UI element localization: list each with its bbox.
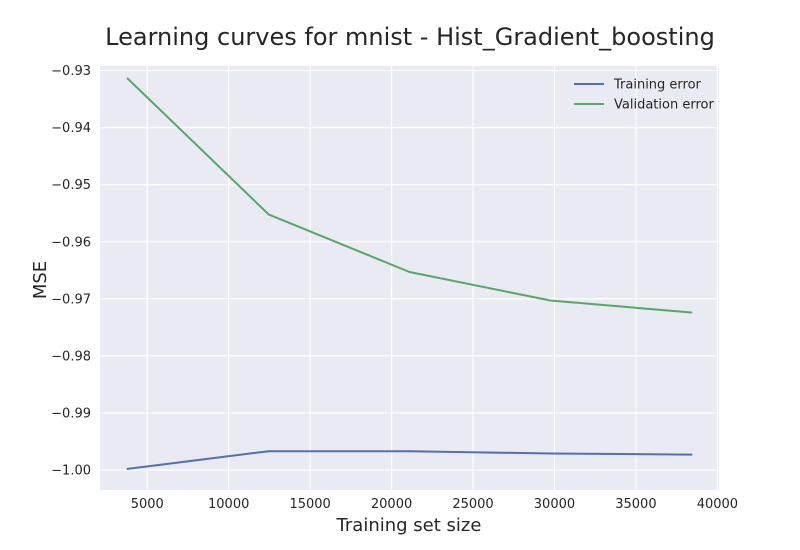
- data-point: [126, 467, 129, 470]
- x-tick-label: 20000: [371, 497, 412, 512]
- y-tick-label: −0.95: [51, 178, 91, 193]
- y-axis-label: MSE: [30, 261, 51, 299]
- legend-label: Training error: [613, 78, 702, 93]
- data-point: [267, 450, 270, 453]
- legend-label: Validation error: [614, 98, 714, 113]
- data-point: [408, 450, 411, 453]
- grid: [100, 66, 719, 490]
- data-point: [267, 213, 270, 216]
- y-tick-label: −0.94: [51, 121, 91, 136]
- y-tick-label: −0.98: [51, 349, 91, 364]
- x-axis-ticks: 5000 10000 15000 20000 25000 30000 35000 40000: [131, 497, 738, 512]
- chart-title: Learning curves for mnist - Hist_Gradien…: [105, 23, 715, 51]
- x-tick-label: 25000: [452, 497, 493, 512]
- x-tick-label: 30000: [534, 497, 575, 512]
- x-tick-label: 10000: [208, 497, 249, 512]
- data-point: [408, 271, 411, 274]
- x-axis-label: Training set size: [336, 515, 482, 536]
- x-tick-label: 15000: [289, 497, 330, 512]
- plot-area: [100, 66, 719, 490]
- y-axis-ticks: −0.93 −0.94 −0.95 −0.96 −0.97 −0.98 −0.99 −1.00: [51, 64, 91, 478]
- data-point: [690, 453, 693, 456]
- y-tick-label: −0.96: [51, 235, 91, 250]
- data-point: [126, 77, 129, 80]
- data-point: [549, 452, 552, 455]
- data-point: [549, 299, 552, 302]
- y-tick-label: −0.93: [51, 64, 91, 79]
- series-lines: [126, 77, 693, 470]
- legend: Training error Validation error: [574, 78, 714, 113]
- y-tick-label: −1.00: [51, 464, 91, 479]
- x-tick-label: 5000: [131, 497, 164, 512]
- x-tick-label: 35000: [615, 497, 656, 512]
- y-tick-label: −0.97: [51, 292, 91, 307]
- data-point: [690, 311, 693, 314]
- y-tick-label: −0.99: [51, 406, 91, 421]
- x-tick-label: 40000: [697, 497, 738, 512]
